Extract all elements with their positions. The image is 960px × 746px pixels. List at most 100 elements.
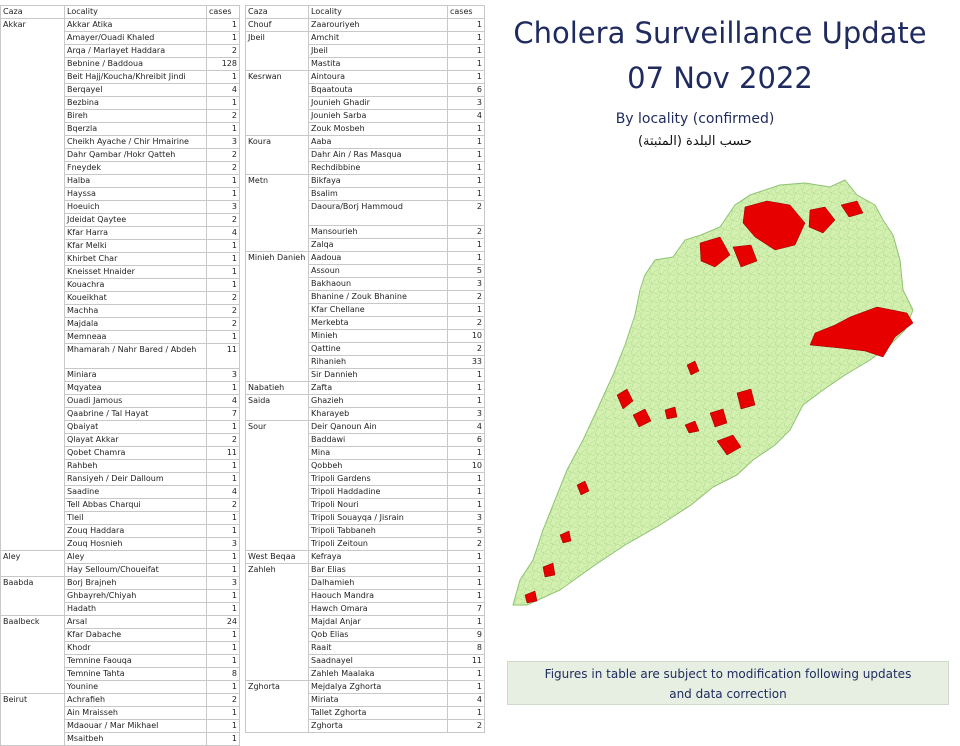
locality-cell: Zouq Hosnieh	[64, 537, 207, 551]
table-row: Bireh 2	[0, 109, 240, 123]
locality-cell: Miniara	[64, 368, 207, 382]
caza-cell	[0, 511, 65, 525]
cases-cell: 1	[447, 446, 485, 460]
cases-cell: 1	[447, 576, 485, 590]
locality-cell: Dahr Qambar /Hokr Qatteh	[64, 148, 207, 162]
caza-cell	[0, 291, 65, 305]
table-row: Majdala 2	[0, 317, 240, 331]
locality-cell: Kfar Harra	[64, 226, 207, 240]
locality-cell: Raait	[308, 641, 448, 655]
table-row: Koueikhat 2	[0, 291, 240, 305]
cases-cell: 3	[447, 277, 485, 291]
case-area-minieh	[732, 244, 758, 268]
map-subtitle-arabic: حسب البلدة (المثبتة)	[637, 134, 753, 149]
caza-cell: Metn	[245, 174, 309, 188]
locality-cell: Jbeil	[308, 44, 448, 58]
caza-cell	[0, 83, 65, 97]
locality-cell: Kfar Melki	[64, 239, 207, 253]
table-row: Tallet Zghorta 1	[245, 706, 485, 720]
cases-cell: 2	[206, 291, 240, 305]
locality-cell: Arsal	[64, 615, 207, 629]
cases-cell: 1	[447, 680, 485, 694]
locality-cell: Mqyatea	[64, 381, 207, 395]
cases-cell: 1	[447, 70, 485, 84]
table-row: West Beqaa Kefraya 1	[245, 550, 485, 564]
table-row: Kfar Dabache 1	[0, 628, 240, 642]
cases-cell: 1	[206, 602, 240, 616]
caza-cell	[245, 161, 309, 175]
table-row: Zghorta 2	[245, 719, 485, 733]
caza-cell	[245, 667, 309, 681]
caza-cell	[0, 446, 65, 460]
cases-cell: 2	[447, 719, 485, 733]
locality-cell: Mastita	[308, 57, 448, 71]
case-area-sour	[542, 562, 556, 578]
locality-cell: Khodr	[64, 641, 207, 655]
caza-cell	[0, 317, 65, 331]
table-row: Tripoli Gardens 1	[245, 472, 485, 486]
map-subtitle: By locality (confirmed)	[615, 111, 775, 127]
cases-cell: 1	[206, 563, 240, 577]
caza-cell: Minieh Danieh	[245, 251, 309, 265]
cases-cell: 1	[447, 135, 485, 149]
cases-cell: 1	[206, 654, 240, 668]
caza-cell	[0, 31, 65, 45]
table-row: Mastita 1	[245, 57, 485, 71]
locality-cell: Dahr Ain / Ras Masqua	[308, 148, 448, 162]
locality-cell: Msaitbeh	[64, 732, 207, 746]
caza-cell	[245, 264, 309, 278]
table-row: Kharayeb 3	[245, 407, 485, 421]
cases-cell: 3	[447, 511, 485, 525]
caza-cell	[245, 342, 309, 356]
caza-cell	[245, 485, 309, 499]
case-area-zghorta	[616, 388, 634, 410]
locality-cell: Tripoli Tabbaneh	[308, 524, 448, 538]
table-row: Temnine Faouqa 1	[0, 654, 240, 668]
locality-cell: Bezbina	[64, 96, 207, 110]
cases-cell: 1	[447, 122, 485, 136]
table-row: Dalhamieh 1	[245, 576, 485, 590]
locality-cell: Koueikhat	[64, 291, 207, 305]
caza-cell	[0, 589, 65, 603]
cases-cell: 8	[447, 641, 485, 655]
caza-cell	[0, 148, 65, 162]
caza-cell: Sour	[245, 420, 309, 434]
case-localities	[524, 200, 914, 604]
cases-cell: 1	[447, 563, 485, 577]
table-row: Msaitbeh 1	[0, 732, 240, 746]
cases-cell: 1	[206, 628, 240, 642]
disclaimer-line1: Figures in table are subject to modifica…	[544, 667, 912, 681]
table-row: Assoun 5	[245, 264, 485, 278]
cases-cell: 33	[447, 355, 485, 369]
locality-cell: Mina	[308, 446, 448, 460]
caza-cell	[0, 57, 65, 71]
cases-cell: 1	[447, 472, 485, 486]
locality-cell: Tripoli Zeitoun	[308, 537, 448, 551]
caza-cell: Chouf	[245, 18, 309, 32]
locality-cell: Mansourieh	[308, 225, 448, 239]
caza-cell	[0, 628, 65, 642]
locality-cell: Ghazieh	[308, 394, 448, 408]
table-row: Mqyatea 1	[0, 381, 240, 395]
table-row: Saadnayel 11	[245, 654, 485, 668]
table-row: Jounieh Sarba 4	[245, 109, 485, 123]
caza-cell	[0, 537, 65, 551]
locality-cell: Dalhamieh	[308, 576, 448, 590]
caza-cell	[0, 641, 65, 655]
locality-cell: Mejdalya Zghorta	[308, 680, 448, 694]
caza-cell	[0, 252, 65, 266]
cases-cell: 1	[206, 31, 240, 45]
header-cases: cases	[206, 5, 240, 19]
table-row: Rihanieh 33	[245, 355, 485, 369]
locality-cell: Majdal Anjar	[308, 615, 448, 629]
locality-cell: Haouch Mandra	[308, 589, 448, 603]
cases-cell: 11	[206, 446, 240, 460]
caza-cell	[0, 654, 65, 668]
caza-cell	[245, 109, 309, 123]
caza-cell	[245, 57, 309, 71]
caza-cell: Jbeil	[245, 31, 309, 45]
locality-boundaries	[513, 180, 913, 605]
case-area-nabatieh	[559, 530, 572, 544]
caza-cell	[0, 381, 65, 395]
table-row: Memneaa 1	[0, 330, 240, 344]
